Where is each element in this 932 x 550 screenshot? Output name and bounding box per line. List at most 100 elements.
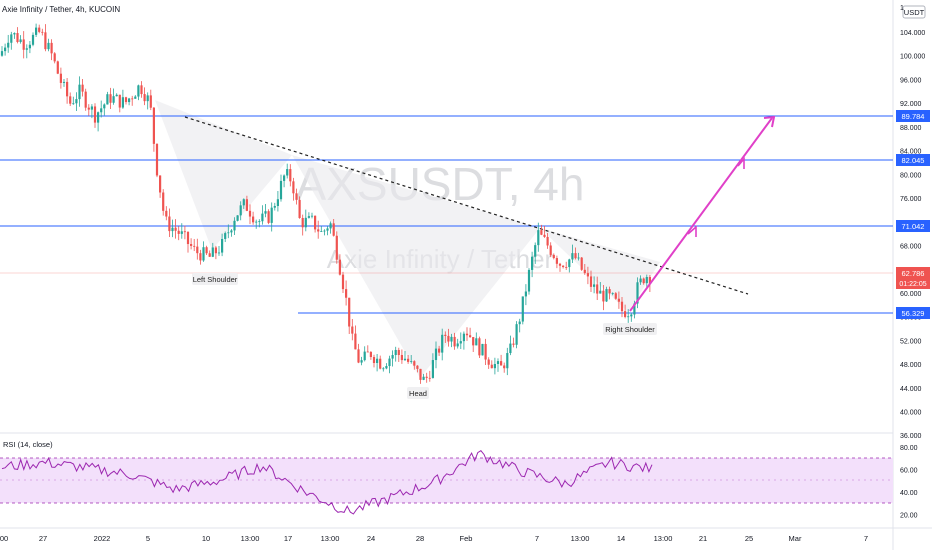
- candle-body: [137, 85, 139, 96]
- candle-body: [410, 361, 412, 362]
- left-shoulder-label: Left Shoulder: [193, 275, 238, 284]
- candle-body: [85, 92, 87, 108]
- rsi-title[interactable]: RSI (14, close): [3, 440, 53, 449]
- candle-body: [537, 230, 539, 245]
- time-axis[interactable]: 00 27 2022 5 10 13:00 17 13:00 24 28 Feb 7 13:00 14 13…: [0, 534, 868, 543]
- candle-body: [627, 316, 629, 317]
- candle-body: [271, 208, 273, 223]
- candle-body: [454, 337, 456, 347]
- candle-body: [373, 357, 375, 363]
- candle-body: [609, 289, 611, 293]
- candle-body: [364, 352, 366, 361]
- time-tick: Feb: [460, 534, 473, 543]
- candle-body: [395, 350, 397, 355]
- candle-body: [178, 231, 180, 234]
- candle-body: [565, 267, 567, 268]
- candle-body: [488, 360, 490, 365]
- candle-body: [630, 315, 632, 317]
- candle-body: [295, 193, 297, 200]
- candle-body: [215, 247, 217, 253]
- price-axis[interactable]: 104.000 100.000 96.000 92.000 88.000 84.000 80…: [900, 30, 925, 440]
- level-tag-82: 82.045: [896, 154, 930, 166]
- candle-body: [66, 82, 68, 96]
- candle-body: [196, 247, 198, 254]
- candle-body: [426, 377, 428, 378]
- candle-body: [206, 247, 208, 253]
- candle-body: [82, 85, 84, 92]
- candle-body: [392, 355, 394, 359]
- candle-body: [41, 32, 43, 33]
- price-tick: 68.000: [900, 243, 922, 250]
- candle-body: [407, 359, 409, 362]
- candle-body: [416, 366, 418, 369]
- candle-body: [237, 215, 239, 220]
- candle-body: [593, 284, 595, 286]
- time-tick: 7: [535, 534, 539, 543]
- candle-body: [596, 284, 598, 293]
- candle-body: [478, 338, 480, 355]
- candle-body: [562, 266, 564, 267]
- candle-body: [590, 276, 592, 286]
- candle-body: [624, 311, 626, 317]
- candle-body: [320, 231, 322, 232]
- candle-body: [128, 98, 130, 102]
- candle-body: [150, 95, 152, 107]
- candle-body: [559, 264, 561, 266]
- level-tag-71-text: 71.042: [902, 222, 925, 231]
- candle-body: [202, 247, 204, 260]
- time-tick: 5: [146, 534, 150, 543]
- candle-body: [16, 33, 18, 42]
- candle-body: [165, 211, 167, 217]
- candle-body: [370, 352, 372, 357]
- price-tick: 80.000: [900, 172, 922, 179]
- candle-body: [485, 344, 487, 360]
- candle-body: [171, 228, 173, 231]
- candle-body: [602, 291, 604, 302]
- candle-body: [534, 245, 536, 257]
- candle-body: [227, 232, 229, 233]
- candle-body: [574, 253, 576, 258]
- candle-body: [305, 218, 307, 227]
- candle-body: [246, 199, 248, 211]
- candle-body: [221, 239, 223, 253]
- candle-body: [175, 228, 177, 231]
- time-tick: 2022: [94, 534, 111, 543]
- candle-body: [646, 277, 648, 283]
- candle-body: [438, 349, 440, 353]
- candle-body: [450, 337, 452, 342]
- candle-body: [481, 344, 483, 355]
- candle-body: [280, 181, 282, 199]
- candle-body: [23, 39, 25, 49]
- candle-body: [503, 365, 505, 368]
- level-tag-89-text: 89.784: [902, 112, 925, 121]
- candle-body: [209, 253, 211, 257]
- candle-body: [342, 275, 344, 289]
- projection-arrows[interactable]: [630, 117, 774, 311]
- candle-body: [345, 289, 347, 298]
- time-tick: 25: [745, 534, 753, 543]
- price-tick: 60.000: [900, 291, 922, 298]
- price-tick: 52.000: [900, 338, 922, 345]
- candle-body: [516, 324, 518, 345]
- candle-body: [472, 337, 474, 345]
- candle-body: [47, 43, 49, 49]
- candle-body: [26, 48, 28, 49]
- candle-body: [153, 108, 155, 144]
- candle-body: [57, 61, 59, 73]
- candle-body: [277, 199, 279, 206]
- candle-body: [550, 245, 552, 254]
- candle-body: [379, 359, 381, 369]
- candle-body: [1, 51, 3, 56]
- symbol-title[interactable]: Axie Infinity / Tether, 4h, KUCOIN: [2, 5, 120, 14]
- candle-body: [444, 335, 446, 336]
- price-tick: 36.000: [900, 433, 922, 440]
- projection-arrow-line[interactable]: [630, 118, 772, 311]
- candle-body: [491, 365, 493, 368]
- candle-body: [233, 221, 235, 231]
- right-shoulder-label: Right Shoulder: [605, 325, 655, 334]
- candle-body: [497, 361, 499, 364]
- time-tick: 17: [284, 534, 292, 543]
- candle-body: [612, 293, 614, 294]
- price-tick: 76.000: [900, 196, 922, 203]
- candle-body: [78, 85, 80, 99]
